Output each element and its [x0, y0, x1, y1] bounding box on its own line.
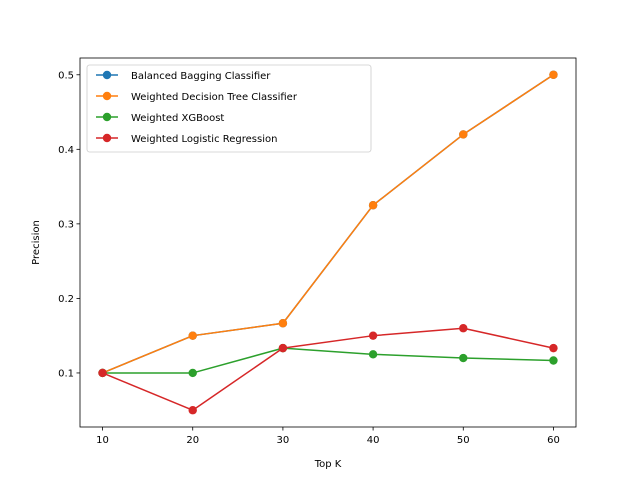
y-axis-label: Precision: [31, 220, 42, 265]
legend-marker: [102, 112, 112, 122]
data-point: [459, 324, 468, 333]
y-axis-ticks: 0.1 0.2 0.3 0.4 0.5: [58, 70, 80, 379]
x-axis-label: Top K: [314, 459, 342, 470]
x-tick-label: 30: [277, 435, 290, 446]
y-tick-label: 0.2: [58, 294, 74, 305]
legend-marker: [102, 133, 112, 143]
data-point: [459, 130, 468, 139]
legend: Balanced Bagging Classifier Weighted Deci…: [86, 64, 372, 153]
legend-marker: [102, 91, 112, 101]
y-tick-label: 0.1: [58, 368, 74, 379]
data-point: [549, 70, 558, 79]
legend-item: Weighted Decision Tree Classifier: [96, 91, 298, 103]
series-line: [102, 327, 554, 411]
legend-label: Balanced Bagging Classifier: [131, 71, 271, 82]
y-tick-label: 0.4: [58, 145, 74, 156]
legend-item: Weighted XGBoost: [96, 112, 224, 124]
legend-label: Weighted Decision Tree Classifier: [131, 92, 298, 103]
series-layer: [98, 70, 558, 415]
data-point: [278, 319, 288, 328]
data-point: [368, 331, 378, 340]
data-point: [278, 343, 288, 353]
legend-label: Weighted Logistic Regression: [131, 134, 277, 145]
series-weighted-logistic-regression: [98, 324, 558, 415]
data-point: [549, 356, 558, 365]
data-point: [188, 368, 197, 378]
data-point: [98, 368, 107, 378]
legend-item: Balanced Bagging Classifier: [96, 70, 271, 82]
axes-frame: [79, 57, 577, 428]
data-point: [188, 406, 197, 415]
legend-item: Weighted Logistic Regression: [96, 133, 277, 145]
series-line: [102, 74, 554, 374]
y-tick-label: 0.3: [58, 219, 74, 230]
data-point: [459, 353, 468, 363]
x-tick-label: 40: [367, 435, 380, 446]
x-tick-label: 10: [96, 435, 109, 446]
data-point: [368, 201, 378, 210]
legend-box: [86, 64, 372, 153]
data-point: [188, 331, 197, 340]
x-axis-ticks: 10 20 30 40 50 60: [96, 427, 560, 446]
x-tick-label: 50: [457, 435, 470, 446]
data-point: [549, 343, 558, 353]
series-line: [102, 347, 554, 374]
legend-marker: [102, 70, 112, 80]
x-tick-label: 20: [186, 435, 199, 446]
x-tick-label: 60: [547, 435, 560, 446]
y-tick-label: 0.5: [58, 70, 74, 81]
legend-label: Weighted XGBoost: [131, 113, 224, 124]
data-point: [368, 350, 378, 359]
